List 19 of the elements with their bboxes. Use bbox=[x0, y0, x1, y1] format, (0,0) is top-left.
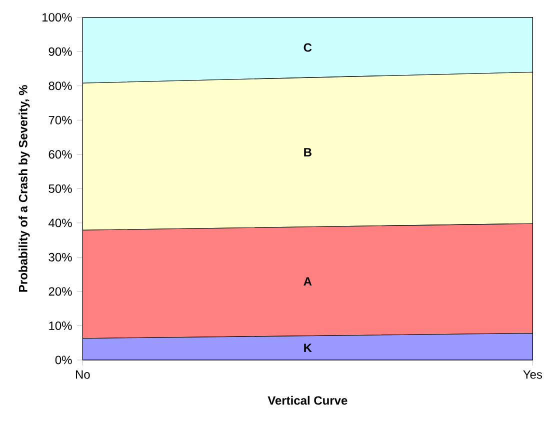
y-tick-label: 50% bbox=[48, 184, 72, 193]
x-axis-title: Vertical Curve bbox=[268, 396, 348, 405]
x-tick-label: Yes bbox=[523, 370, 542, 379]
y-tick-label: 70% bbox=[48, 116, 72, 124]
y-tick-label: 10% bbox=[49, 321, 72, 330]
series-label: K bbox=[304, 344, 312, 352]
y-tick-label: 20% bbox=[48, 287, 72, 296]
y-tick-label: 40% bbox=[48, 218, 72, 228]
y-tick-label: 100% bbox=[42, 13, 72, 22]
y-tick-label: 80% bbox=[48, 82, 72, 90]
y-tick-label: 0% bbox=[55, 356, 72, 364]
series-label: A bbox=[304, 277, 312, 286]
series-label: C bbox=[304, 43, 312, 52]
y-tick-label: 30% bbox=[48, 252, 72, 262]
x-tick-label: No bbox=[76, 370, 90, 379]
series-label: B bbox=[304, 148, 312, 156]
y-axis-title: Probability of a Crash by Severity, % bbox=[18, 85, 30, 292]
y-tick-label: 90% bbox=[48, 47, 72, 56]
y-tick-label: 60% bbox=[48, 150, 72, 159]
